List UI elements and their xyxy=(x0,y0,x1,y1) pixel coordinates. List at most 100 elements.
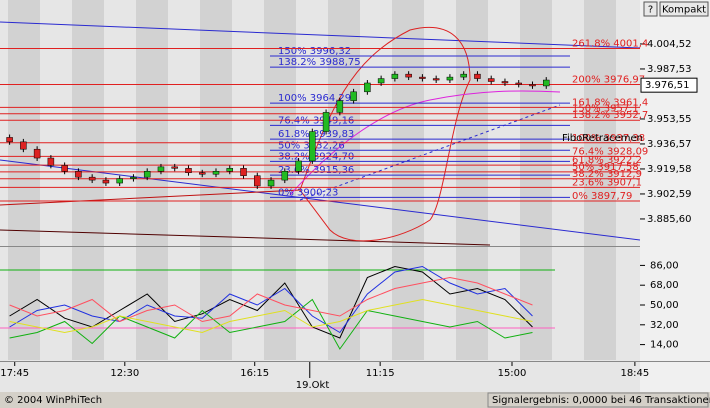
x-tick-label: 11:15 xyxy=(366,368,395,379)
candle-body xyxy=(501,81,509,84)
candle-body xyxy=(198,172,206,175)
stripe xyxy=(72,0,104,360)
x-tick-label: 16:15 xyxy=(240,368,269,379)
candle-body xyxy=(295,160,302,172)
fibo-label: 200% 3976,97 xyxy=(572,74,645,85)
candle-body xyxy=(20,141,27,150)
stripe xyxy=(200,0,232,360)
candle-body xyxy=(6,137,13,143)
y-tick-label: 3.936,57 xyxy=(647,139,692,150)
candle-body xyxy=(47,157,55,166)
candle-body xyxy=(75,171,82,178)
stripe xyxy=(520,0,552,360)
plot-layer: 4.004,52 3.987,53 3.953,55 3.936,57 3.919,58… xyxy=(0,39,698,391)
trend-line xyxy=(299,104,561,201)
candle-body xyxy=(405,73,412,78)
last-price-box xyxy=(640,77,698,93)
stripe xyxy=(328,0,360,360)
stripes xyxy=(8,0,616,360)
compact-button[interactable] xyxy=(659,1,709,17)
candle-body xyxy=(515,82,522,85)
trend-line xyxy=(0,159,641,241)
fibo-label: 61.8% 3922,2 xyxy=(572,155,642,166)
y-tick-label: 4.004,52 xyxy=(647,39,692,50)
trend-lines xyxy=(0,21,641,329)
oscillator-line xyxy=(9,265,533,334)
candle-body xyxy=(391,73,399,79)
date-tick-label: 19.Okt xyxy=(296,380,330,391)
candle-body xyxy=(171,166,178,169)
compact-label[interactable]: Kompakt xyxy=(662,5,706,16)
candle-body xyxy=(88,176,96,181)
y-tick-label: 3.987,53 xyxy=(647,64,692,75)
y-tick-label: 14,00 xyxy=(650,340,679,351)
fibo-label: 261.8% 4001,4 xyxy=(572,39,648,50)
fibo-label: 0% 3897,79 xyxy=(572,191,632,202)
fibo-label: 150% 3957,1 xyxy=(572,104,639,115)
x-tick-label: 18:45 xyxy=(620,368,649,379)
candle-body xyxy=(267,179,275,187)
y-tick-label: 3.885,60 xyxy=(647,214,692,225)
trend-line xyxy=(0,21,641,49)
candle-body xyxy=(419,76,426,79)
status-text: Signalergebnis: 0,0000 bei 46 Transaktio… xyxy=(492,395,710,406)
candle-body xyxy=(487,78,495,82)
y-tick-label: 50,00 xyxy=(650,300,679,311)
candle-body xyxy=(143,171,151,178)
y-tick-label: 86,00 xyxy=(650,260,679,271)
fibo-label: 100% 3964,29 xyxy=(278,93,351,104)
candle-body xyxy=(226,168,234,172)
fibo-label: 50% 3917,58 xyxy=(572,162,639,173)
candle-body xyxy=(240,168,247,176)
candle-body xyxy=(61,165,68,172)
axis-area xyxy=(640,0,710,392)
copyright: © 2004 WinPhiTech xyxy=(4,395,102,406)
candle-body xyxy=(350,91,357,101)
y-tick-label: 3.919,58 xyxy=(647,164,692,175)
candle-body xyxy=(116,178,123,184)
fibo-label: 161.8% 3961,4 xyxy=(572,97,648,108)
average-line xyxy=(289,90,561,196)
candle-body xyxy=(281,171,289,181)
fibo-name: FiboRetracemen xyxy=(562,133,643,144)
fibo-label: 76.4% 3949,16 xyxy=(278,115,354,126)
candle-body xyxy=(336,100,344,113)
candle-body xyxy=(322,112,330,132)
candle-body xyxy=(364,82,371,93)
x-tick-label: 17:45 xyxy=(0,368,29,379)
fibo-label: 150% 3996,32 xyxy=(278,46,351,57)
fibo-label: 61.8% 3939,83 xyxy=(278,129,354,140)
stripe xyxy=(584,0,616,360)
y-tick-label: 3.902,59 xyxy=(647,189,692,200)
y-tick-label: 32,00 xyxy=(650,320,679,331)
stripe xyxy=(392,0,424,360)
candle-body xyxy=(33,148,41,159)
candle-body xyxy=(529,84,536,87)
x-tick-label: 12:30 xyxy=(110,368,139,379)
oscillator-line xyxy=(9,298,533,334)
candle-body xyxy=(460,73,467,78)
candle-body xyxy=(542,79,550,87)
candle-body xyxy=(474,73,481,79)
candle-body xyxy=(309,131,316,162)
oscillator-line xyxy=(9,276,533,323)
y-tick-label: 68,00 xyxy=(650,280,679,291)
candle-body xyxy=(432,78,440,81)
band-line xyxy=(299,26,471,242)
fibo-label: 76.4% 3928,09 xyxy=(572,146,648,157)
fibo-label: 38.2% 3912,9 xyxy=(572,169,642,180)
trend-line xyxy=(0,189,301,206)
candle-body xyxy=(446,76,454,81)
help-label[interactable]: ? xyxy=(648,5,653,16)
help-button[interactable] xyxy=(643,1,658,17)
fibo-label: 100% 3937,38 xyxy=(572,133,645,144)
last-price-label: 3.976,51 xyxy=(645,80,690,91)
y-tick-label: 3.953,55 xyxy=(647,114,692,125)
fibo-label: 23.6% 3907,1 xyxy=(572,177,642,188)
fibo-label: 23.6% 3915,36 xyxy=(278,165,354,176)
x-tick-label: 15:00 xyxy=(498,368,527,379)
candle-body xyxy=(157,166,165,172)
candle-body xyxy=(212,171,220,175)
candle-body xyxy=(185,168,192,173)
